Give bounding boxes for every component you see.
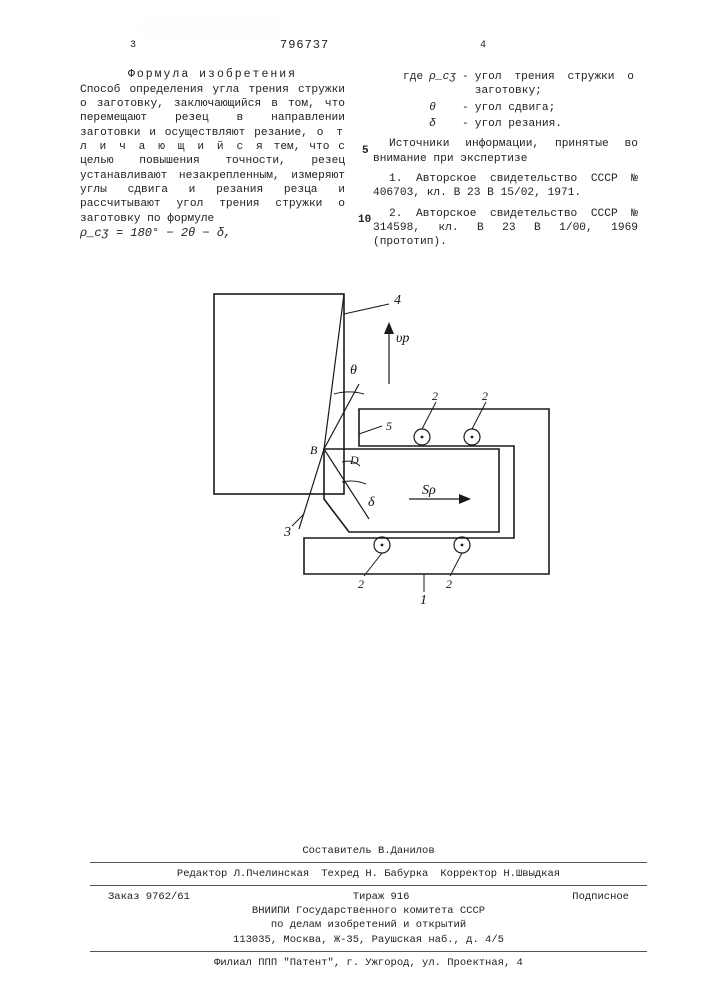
tirazh: Тираж 916 <box>353 890 410 904</box>
patent-figure: 4 5 3 1 2 2 2 2 θ δ υp Sρ D B <box>80 274 667 614</box>
svg-text:D: D <box>349 453 359 467</box>
compiler-line: Составитель В.Данилов <box>90 844 647 858</box>
source-1: 1. Авторское свидетельство СССР № 406703… <box>373 172 638 201</box>
left-column: Формула изобретения Способ определения у… <box>80 68 345 250</box>
line-number-10: 10 <box>358 214 371 226</box>
svg-text:2: 2 <box>482 389 488 403</box>
claim-text-2: тем, что с целью повышения точности, рез… <box>80 141 345 225</box>
rule-3 <box>90 951 647 952</box>
svg-text:υp: υp <box>396 331 409 346</box>
claim-text-1: Способ определения угла трения стружки о… <box>80 84 345 139</box>
rho-symbol: ρ_cʒ <box>427 70 458 99</box>
svg-text:δ: δ <box>368 495 375 510</box>
delta-symbol: δ <box>427 117 458 131</box>
svg-text:2: 2 <box>446 577 452 591</box>
where-definitions: где ρ_cʒ - угол трения стружки о заготов… <box>399 68 638 133</box>
theta-def: угол сдвига; <box>473 101 636 115</box>
sources-heading: Источники информации, принятые во вниман… <box>373 137 638 166</box>
scan-artifact <box>140 18 280 38</box>
corrector: Корректор Н.Швыдкая <box>440 867 560 881</box>
svg-text:2: 2 <box>432 389 438 403</box>
order-number: Заказ 9762/61 <box>108 890 190 904</box>
podpisnoe: Подписное <box>572 890 629 904</box>
svg-text:Sρ: Sρ <box>422 483 436 498</box>
line-number-5: 5 <box>362 145 369 157</box>
svg-text:2: 2 <box>358 577 364 591</box>
editor: Редактор Л.Пчелинская <box>177 867 309 881</box>
filial-line: Филиал ППП "Патент", г. Ужгород, ул. Про… <box>90 956 647 970</box>
column-number-right: 4 <box>480 40 486 51</box>
column-number-left: 3 <box>130 40 136 51</box>
claim-body: Способ определения угла трения стружки о… <box>80 83 345 226</box>
doc-number: 796737 <box>280 38 329 52</box>
svg-text:3: 3 <box>283 525 291 540</box>
imprint-footer: Составитель В.Данилов Редактор Л.Пчелинс… <box>90 844 647 970</box>
right-column: где ρ_cʒ - угол трения стружки о заготов… <box>373 68 638 250</box>
tech-editor: Техред Н. Бабурка <box>321 867 428 881</box>
where-label: где <box>401 70 425 99</box>
source-2: 2. Авторское свидетельство СССР № 314598… <box>373 207 638 250</box>
rho-def: угол трения стружки о заготовку; <box>473 70 636 99</box>
org-line-2: по делам изобретений и открытий <box>90 918 647 932</box>
claim-formula: ρ_cʒ = 180° − 2θ − δ, <box>80 226 345 241</box>
svg-text:B: B <box>310 443 318 457</box>
org-address: 113035, Москва, Ж-35, Раушская наб., д. … <box>90 933 647 947</box>
claim-heading: Формула изобретения <box>80 68 345 83</box>
svg-text:5: 5 <box>386 419 392 433</box>
svg-text:1: 1 <box>420 593 427 608</box>
theta-symbol: θ <box>427 101 458 115</box>
rule-1 <box>90 862 647 863</box>
rule-2 <box>90 885 647 886</box>
svg-text:θ: θ <box>350 363 357 378</box>
svg-text:4: 4 <box>394 293 401 308</box>
org-line-1: ВНИИПИ Государственного комитета СССР <box>90 904 647 918</box>
delta-def: угол резания. <box>473 117 636 131</box>
